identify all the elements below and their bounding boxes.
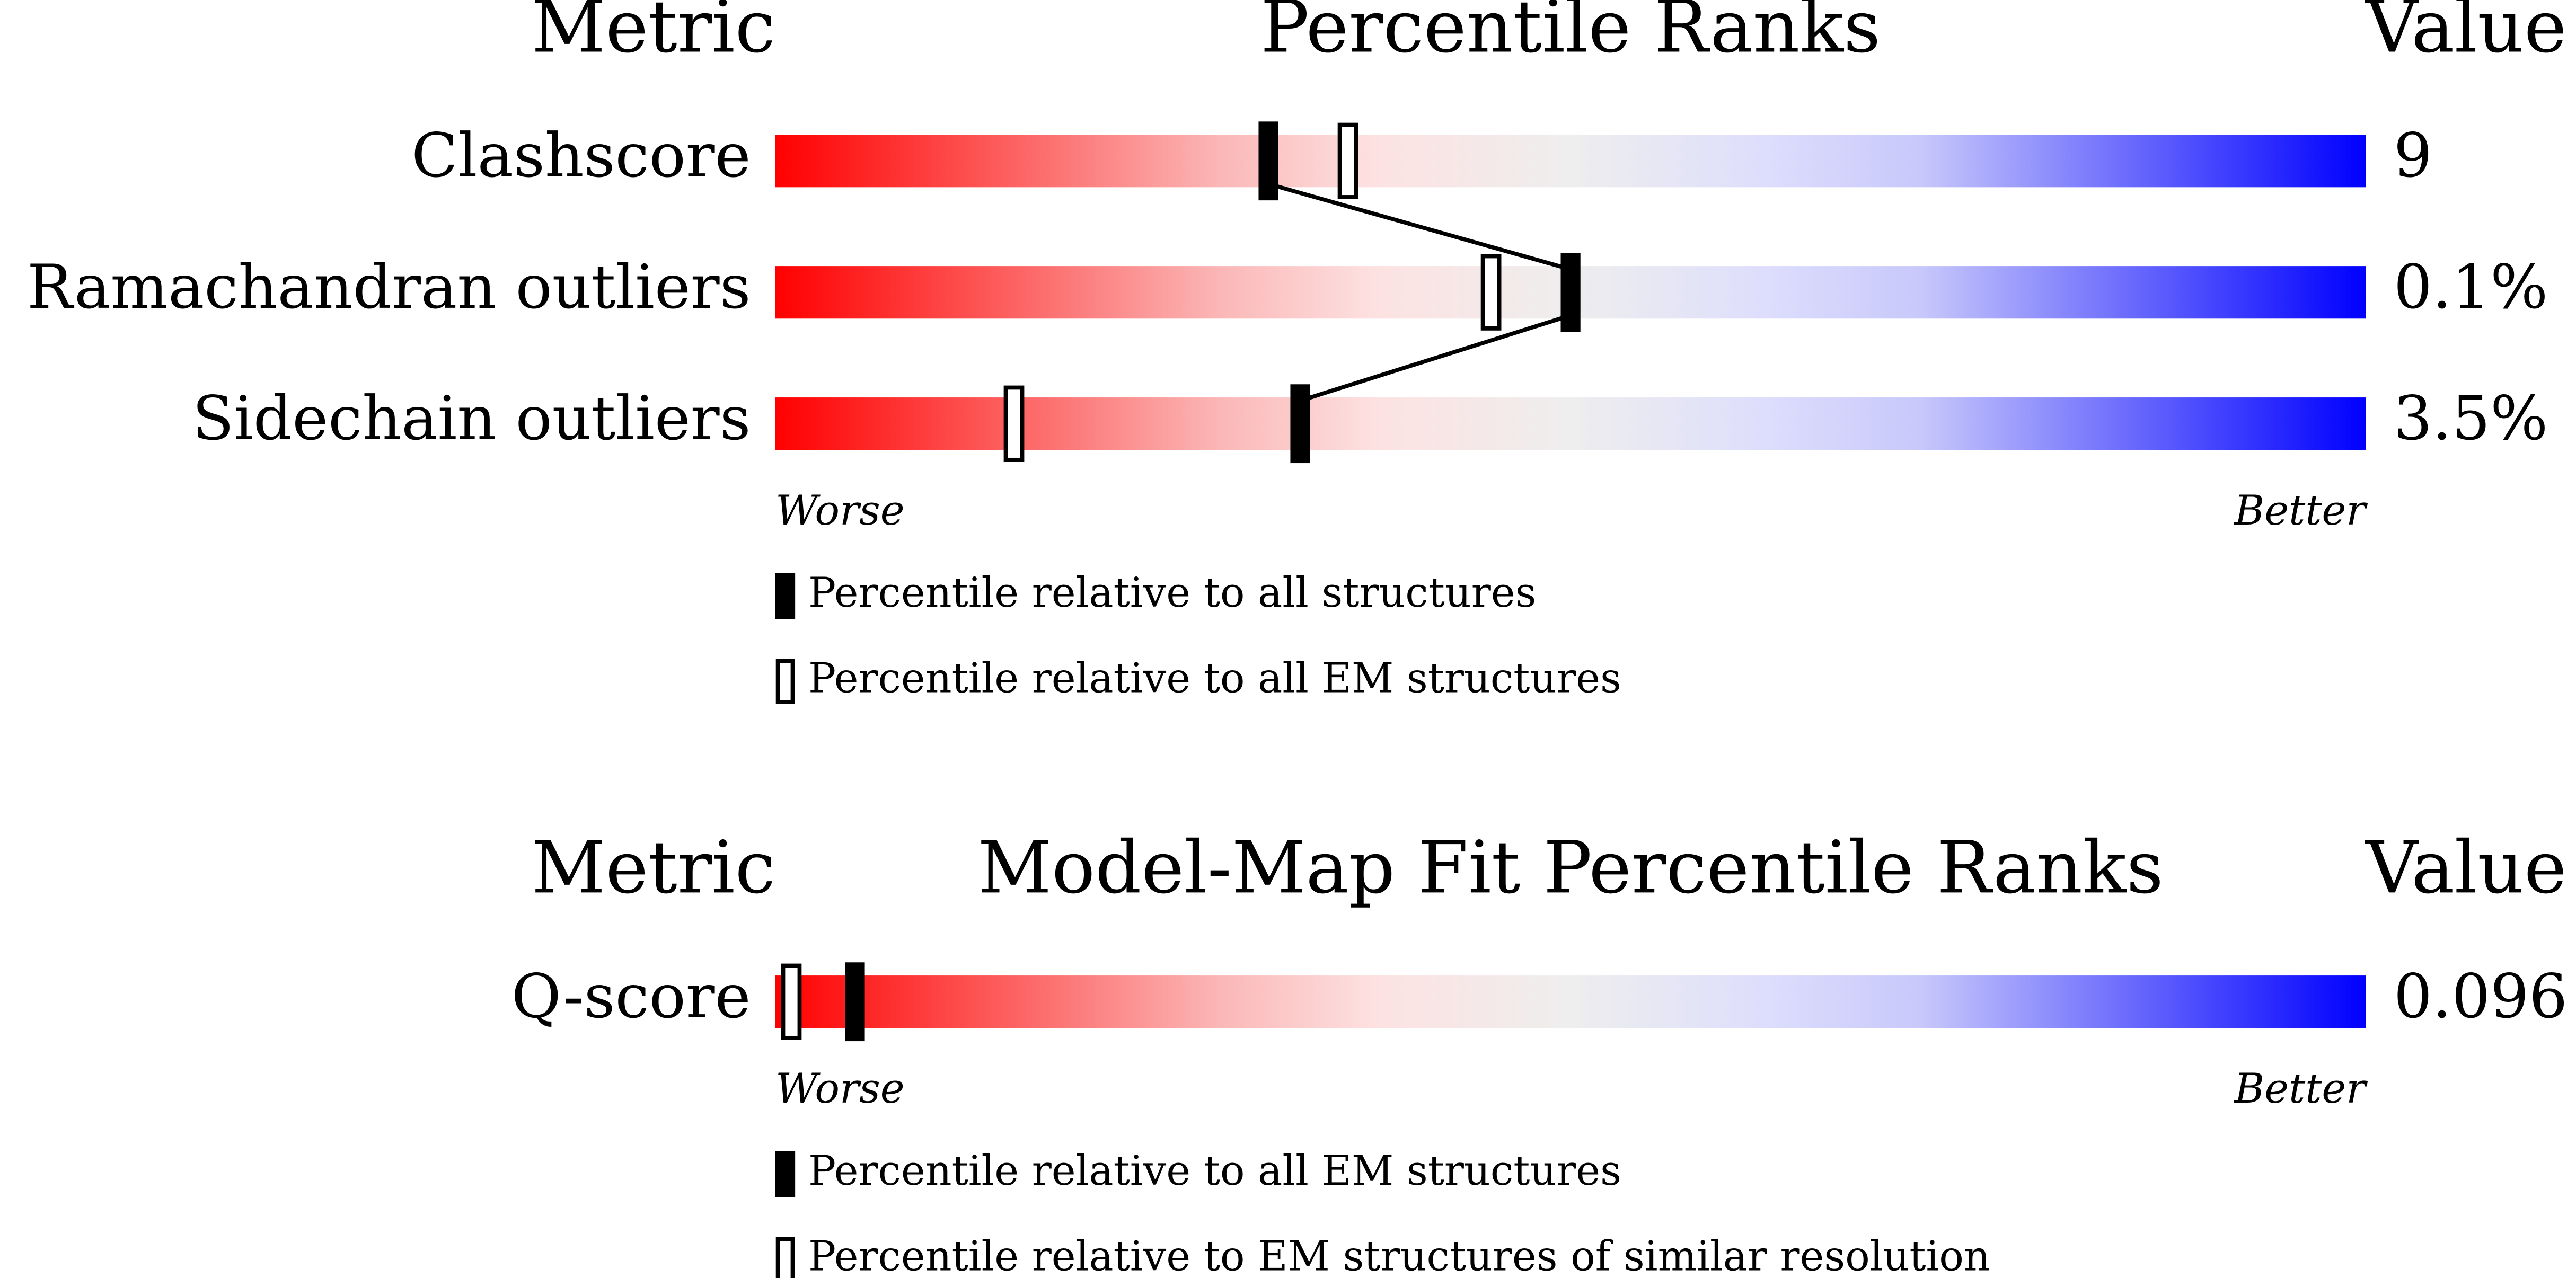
connector (1299, 313, 1572, 403)
legend-label: Percentile relative to all EM structures (808, 1147, 1621, 1195)
percentile-bar (775, 135, 2366, 188)
marker-open (1480, 254, 1502, 331)
percentile-bar (775, 975, 2366, 1028)
legend-marker-filled (775, 1151, 796, 1197)
marker-open (1003, 385, 1025, 462)
metric-label: Q-score (511, 962, 751, 1032)
value-header: Value (2365, 0, 2566, 69)
metric-value: 9 (2394, 121, 2432, 191)
legend-label: Percentile relative to EM structures of … (808, 1232, 1990, 1278)
metric-label: Sidechain outliers (192, 384, 751, 454)
metric-value: 0.096 (2394, 962, 2568, 1032)
marker-open (781, 963, 802, 1040)
legend-label: Percentile relative to all EM structures (808, 654, 1621, 702)
metric-value: 3.5% (2394, 384, 2548, 454)
marker-filled (1290, 384, 1310, 464)
metric-label: Ramachandran outliers (27, 252, 751, 323)
connector (1268, 182, 1572, 272)
marker-open (1337, 122, 1358, 199)
x-label-worse: Worse (775, 487, 905, 535)
metric-value: 0.1% (2394, 252, 2548, 323)
legend-label: Percentile relative to all structures (808, 569, 1536, 617)
metric-header: Metric (532, 0, 775, 69)
x-label-worse: Worse (775, 1065, 905, 1113)
legend-marker-open (775, 1237, 795, 1278)
metric-label: Clashscore (411, 121, 751, 191)
metric-header: Metric (532, 826, 775, 910)
chart-title: Percentile Ranks (1260, 0, 1881, 69)
x-label-better: Better (2233, 1065, 2368, 1113)
chart-title: Model-Map Fit Percentile Ranks (977, 826, 2163, 910)
marker-filled (1258, 121, 1278, 201)
value-header: Value (2365, 826, 2566, 910)
legend-marker-open (775, 659, 795, 704)
marker-filled (845, 962, 865, 1042)
marker-filled (1560, 253, 1581, 332)
x-label-better: Better (2233, 487, 2368, 535)
percentile-bar (775, 397, 2366, 450)
legend-marker-filled (775, 573, 796, 619)
